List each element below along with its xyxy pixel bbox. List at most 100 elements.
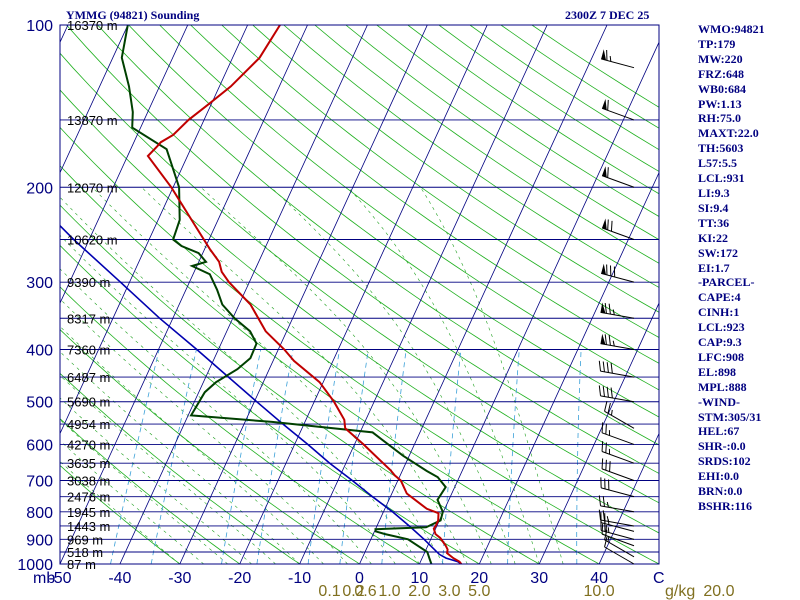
height-label: 5690 m <box>67 395 110 410</box>
height-label: 7360 m <box>67 343 110 358</box>
wind-barb <box>598 495 635 513</box>
index-item: SHR-:0.0 <box>698 439 746 454</box>
wind-barb-pennant <box>600 333 606 345</box>
temperature-tick-label: -10 <box>288 570 311 587</box>
dry-adiabat <box>60 52 659 504</box>
wind-barb-flag <box>601 422 604 433</box>
dewpoint-trace <box>120 25 447 564</box>
isotherm <box>60 25 308 564</box>
mixing-ratio-label: 2.0 <box>408 583 430 600</box>
wind-barb-half-flag <box>607 527 610 533</box>
wind-barb-staff <box>601 227 635 240</box>
valid-time: 2300Z 7 DEC 25 <box>565 8 650 22</box>
height-label: 13870 m <box>67 113 118 128</box>
wind-barb-flag <box>601 523 604 535</box>
index-item: -WIND- <box>698 394 740 409</box>
mixing-ratio-label: 5.0 <box>468 583 490 600</box>
moist-adiabat <box>200 187 492 564</box>
wind-barb-flag <box>604 536 608 548</box>
index-item: MAXT:22.0 <box>698 126 759 141</box>
wind-barb-flag <box>609 461 611 472</box>
height-label: 16370 m <box>67 18 118 33</box>
wind-barb <box>601 441 635 464</box>
index-item: BSHR:116 <box>698 499 753 513</box>
wind-barb-flag <box>607 99 609 111</box>
wind-barb-staff <box>600 505 635 513</box>
wind-barb-half-flag <box>606 516 609 522</box>
temperature-trace <box>146 25 463 564</box>
wind-barb-flag <box>601 441 604 452</box>
wind-barb-half-flag <box>612 309 615 315</box>
pressure-label: 300 <box>26 275 53 292</box>
wind-barb-flag <box>598 509 602 521</box>
wind-barb-flag <box>602 386 605 397</box>
wind-barb-staff <box>604 546 635 565</box>
height-label: 9390 m <box>67 275 110 290</box>
height-label: 4954 m <box>67 417 110 432</box>
mixing-ratio-label: 20.0 <box>703 583 734 600</box>
wind-barb-staff <box>601 530 635 540</box>
wind-barb <box>601 422 635 445</box>
temperature-unit-label: C <box>653 570 665 587</box>
wind-barb-pennant <box>602 98 607 110</box>
height-label: 12070 m <box>67 180 118 195</box>
height-label: 6487 m <box>67 370 110 385</box>
index-item: -PARCEL- <box>698 275 755 290</box>
temperature-tick-label: -30 <box>168 570 191 587</box>
index-item: LCL:923 <box>698 320 745 335</box>
wind-barb-flag <box>604 302 607 314</box>
wind-barb-staff <box>601 468 635 481</box>
moist-adiabat <box>60 351 300 564</box>
index-item: EL:898 <box>698 364 737 379</box>
mixing-ratio-line <box>576 349 582 564</box>
temperature-tick-label: 0 <box>355 570 364 587</box>
height-label: 2476 m <box>67 490 110 505</box>
wind-barb-flag <box>602 361 605 372</box>
pressure-label: 400 <box>26 343 53 360</box>
index-item: TP:179 <box>698 36 736 51</box>
temperature-tick-label: -20 <box>228 570 251 587</box>
wind-barb-flag <box>607 402 611 414</box>
wind-barb-flag <box>607 167 609 178</box>
wind-barb-staff <box>600 395 635 403</box>
pressure-label: 800 <box>26 505 53 522</box>
moist-adiabat <box>60 234 396 564</box>
height-label: 10620 m <box>67 232 118 247</box>
wind-barb <box>601 166 635 188</box>
mixing-ratio-label: 10.0 <box>584 583 615 600</box>
mixing-ratio-line <box>507 349 520 564</box>
index-item: TH:5603 <box>698 141 744 156</box>
wind-barb-flag <box>602 510 605 521</box>
dry-adiabat <box>66 25 659 474</box>
isotherm <box>179 25 428 564</box>
pressure-label: 200 <box>26 180 53 197</box>
wind-barb-flag <box>605 442 607 453</box>
isotherm <box>60 25 189 305</box>
temperature-tick-label: -40 <box>108 570 131 587</box>
isotherm <box>0 25 8 564</box>
index-item: CAP:9.3 <box>698 335 742 350</box>
height-label: 1443 m <box>67 519 110 534</box>
index-item: TT:36 <box>698 215 730 230</box>
wind-barb-staff <box>601 533 635 547</box>
wind-barb-flag <box>602 496 605 507</box>
index-item: LFC:908 <box>698 349 744 364</box>
index-item: L57:5.5 <box>698 156 737 171</box>
wind-barb <box>601 98 635 121</box>
wind-barb-staff <box>604 410 635 429</box>
wind-barb-staff <box>604 539 635 558</box>
wind-barb <box>601 523 635 547</box>
moist-adiabat <box>270 187 516 564</box>
wind-barb-flag <box>604 400 608 412</box>
wind-barb-pennant <box>602 218 607 230</box>
isotherm <box>60 25 129 174</box>
index-item: CINH:1 <box>698 305 740 320</box>
height-label: 87 m <box>67 557 96 572</box>
wind-barb <box>600 333 635 351</box>
wind-barb-pennant <box>600 302 606 314</box>
wind-barb-half-flag <box>609 56 612 62</box>
wind-barb-staff <box>601 522 635 532</box>
pressure-label: 100 <box>26 18 53 35</box>
pressure-label: 500 <box>26 395 53 412</box>
